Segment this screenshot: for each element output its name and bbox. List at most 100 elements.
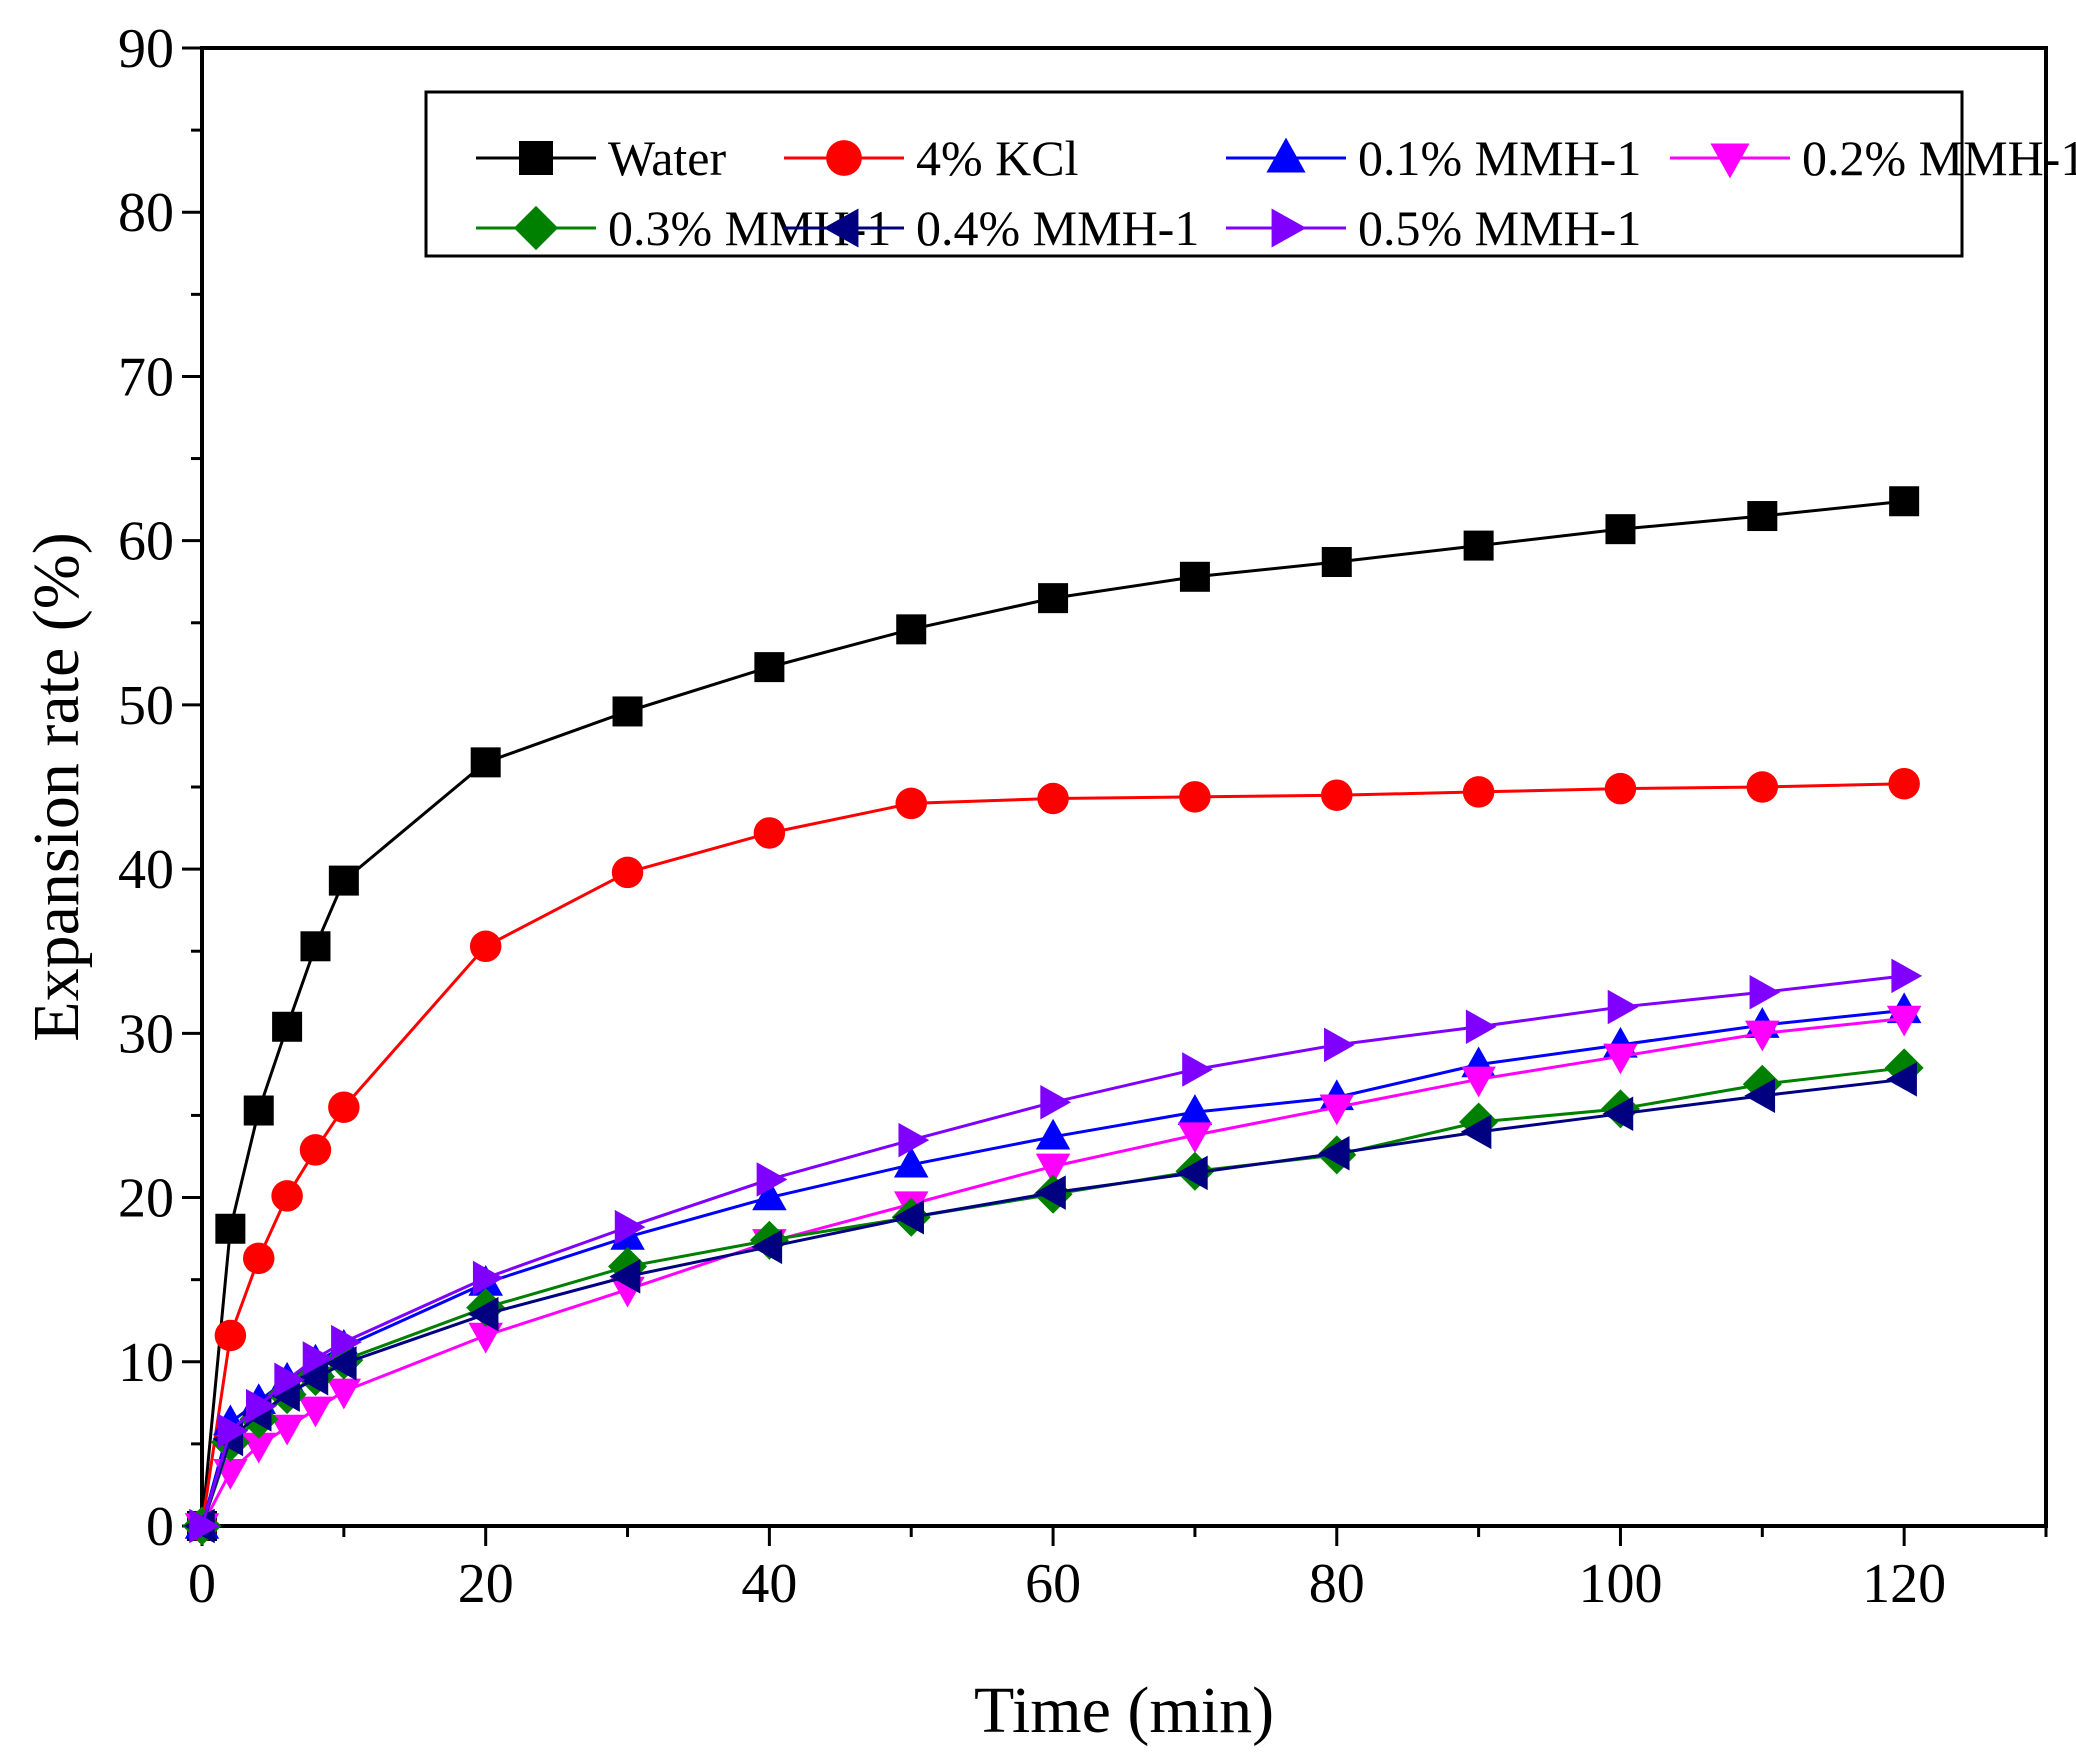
data-point-4-kcl <box>271 1180 303 1212</box>
data-point-0-4-mmh-1 <box>1744 1078 1776 1113</box>
data-point-4-kcl <box>1888 767 1920 800</box>
series-layer <box>182 486 1924 1546</box>
data-point-0-5-mmh-1 <box>1324 1027 1355 1063</box>
data-point-water <box>1179 561 1210 592</box>
data-point-water <box>1463 530 1494 561</box>
data-point-water <box>1605 514 1636 545</box>
x-tick-label: 20 <box>458 1553 514 1615</box>
data-point-0-2-mmh-1 <box>1319 1094 1355 1126</box>
data-point-4-kcl <box>1604 772 1637 805</box>
data-point-0-2-mmh-1 <box>241 1432 276 1464</box>
data-point-4-kcl <box>214 1319 247 1352</box>
x-tick-label: 100 <box>1578 1553 1662 1615</box>
data-point-0-4-mmh-1 <box>1886 1062 1917 1097</box>
data-point-4-kcl <box>611 856 644 889</box>
data-point-0-4-mmh-1 <box>1318 1135 1350 1171</box>
data-point-0-4-mmh-1 <box>325 1346 357 1381</box>
y-tick-label: 30 <box>118 1003 174 1065</box>
data-point-0-5-mmh-1 <box>756 1162 788 1197</box>
data-point-0-5-mmh-1 <box>1182 1052 1213 1087</box>
legend-item-0-3-mmh-1: 0.3% MMH-1 <box>476 200 891 256</box>
data-point-0-4-mmh-1 <box>467 1296 499 1332</box>
legend-label-0-5-mmh-1: 0.5% MMH-1 <box>1358 200 1641 256</box>
data-point-0-5-mmh-1 <box>274 1362 306 1398</box>
data-point-0-4-mmh-1 <box>1460 1114 1492 1150</box>
data-point-0-5-mmh-1 <box>189 1508 220 1544</box>
data-point-4-kcl <box>1179 781 1211 813</box>
data-point-water <box>896 614 927 645</box>
legend-marker-0-2-mmh-1 <box>1710 143 1750 179</box>
data-point-0-5-mmh-1 <box>614 1209 646 1245</box>
legend-item-0-2-mmh-1: 0.2% MMH-1 <box>1670 130 2076 186</box>
data-point-0-2-mmh-1 <box>1603 1043 1638 1075</box>
data-point-0-5-mmh-1 <box>1749 975 1781 1010</box>
legend-item-water: Water <box>476 130 726 186</box>
data-point-water <box>754 652 785 683</box>
data-point-water <box>243 1095 274 1126</box>
data-point-0-4-mmh-1 <box>893 1200 924 1235</box>
data-point-4-kcl <box>1746 771 1779 803</box>
data-point-0-4-mmh-1 <box>1602 1096 1634 1132</box>
data-point-0-2-mmh-1 <box>298 1396 333 1428</box>
data-point-0-2-mmh-1 <box>1177 1122 1213 1154</box>
legend: Water 4% KCl 0.1% MMH-1 0.2% MMH-1 0.3% MMH-… <box>424 90 2076 258</box>
data-point-0-4-mmh-1 <box>751 1229 783 1265</box>
series-line-water <box>200 499 1905 1527</box>
y-tick-label: 20 <box>118 1168 174 1230</box>
data-point-0-2-mmh-1 <box>326 1378 362 1410</box>
x-tick-label: 0 <box>188 1553 216 1615</box>
data-point-0-5-mmh-1 <box>217 1413 249 1449</box>
legend-label-0-1-mmh-1: 0.1% MMH-1 <box>1358 130 1641 186</box>
data-point-0-1-mmh-1 <box>893 1146 929 1178</box>
y-tick-label: 40 <box>118 839 174 901</box>
data-point-0-2-mmh-1 <box>1035 1153 1071 1185</box>
data-point-0-5-mmh-1 <box>1465 1009 1497 1045</box>
data-point-4-kcl <box>1462 776 1495 808</box>
data-point-0-4-mmh-1 <box>1035 1175 1066 1210</box>
legend-marker-0-1-mmh-1 <box>1266 137 1306 173</box>
data-point-4-kcl <box>242 1242 275 1275</box>
legend-label-0-2-mmh-1: 0.2% MMH-1 <box>1802 130 2076 186</box>
x-axis-title: Time (min) <box>974 1674 1274 1747</box>
legend-marker-0-4-mmh-1 <box>823 208 859 248</box>
data-point-4-kcl <box>895 787 927 820</box>
legend-marker-0-5-mmh-1 <box>1271 208 1307 248</box>
data-point-0-5-mmh-1 <box>898 1122 930 1158</box>
data-point-water <box>1747 501 1778 532</box>
legend-label-0-4-mmh-1: 0.4% MMH-1 <box>916 200 1199 256</box>
x-tick-label: 120 <box>1862 1553 1946 1615</box>
data-point-4-kcl <box>1321 779 1353 811</box>
series-line-0-1-mmh-1 <box>200 1008 1905 1527</box>
data-point-4-kcl <box>328 1091 360 1123</box>
data-point-water <box>612 696 643 727</box>
data-point-0-5-mmh-1 <box>1040 1085 1072 1120</box>
data-point-water <box>1889 486 1920 517</box>
data-point-0-5-mmh-1 <box>1607 989 1639 1025</box>
x-tick-label: 60 <box>1025 1553 1081 1615</box>
data-point-water <box>328 865 359 896</box>
y-axis-title: Expansion rate (%) <box>20 532 93 1041</box>
data-point-0-5-mmh-1 <box>331 1324 362 1360</box>
data-point-0-5-mmh-1 <box>472 1260 504 1296</box>
data-point-0-5-mmh-1 <box>245 1388 277 1424</box>
y-tick-label: 90 <box>118 18 174 80</box>
x-tick-label: 40 <box>741 1553 797 1615</box>
series-water <box>187 486 1920 1541</box>
data-point-0-4-mmh-1 <box>609 1259 641 1294</box>
legend-label-4-kcl: 4% KCl <box>916 130 1079 186</box>
y-tick-label: 60 <box>118 511 174 573</box>
legend-box <box>424 90 1964 258</box>
y-tick-label: 50 <box>118 675 174 737</box>
series-0-1-mmh-1 <box>184 992 1922 1539</box>
data-point-0-2-mmh-1 <box>269 1414 305 1446</box>
data-point-0-2-mmh-1 <box>1461 1066 1496 1098</box>
data-point-0-2-mmh-1 <box>1886 1005 1922 1037</box>
y-tick-label: 10 <box>118 1332 174 1394</box>
legend-marker-0-3-mmh-1 <box>513 205 559 251</box>
legend-item-0-4-mmh-1: 0.4% MMH-1 <box>784 200 1199 256</box>
data-point-water <box>1321 547 1352 578</box>
data-point-water <box>1038 583 1069 614</box>
series-0-5-mmh-1 <box>189 958 1923 1544</box>
legend-label-water: Water <box>608 130 726 186</box>
